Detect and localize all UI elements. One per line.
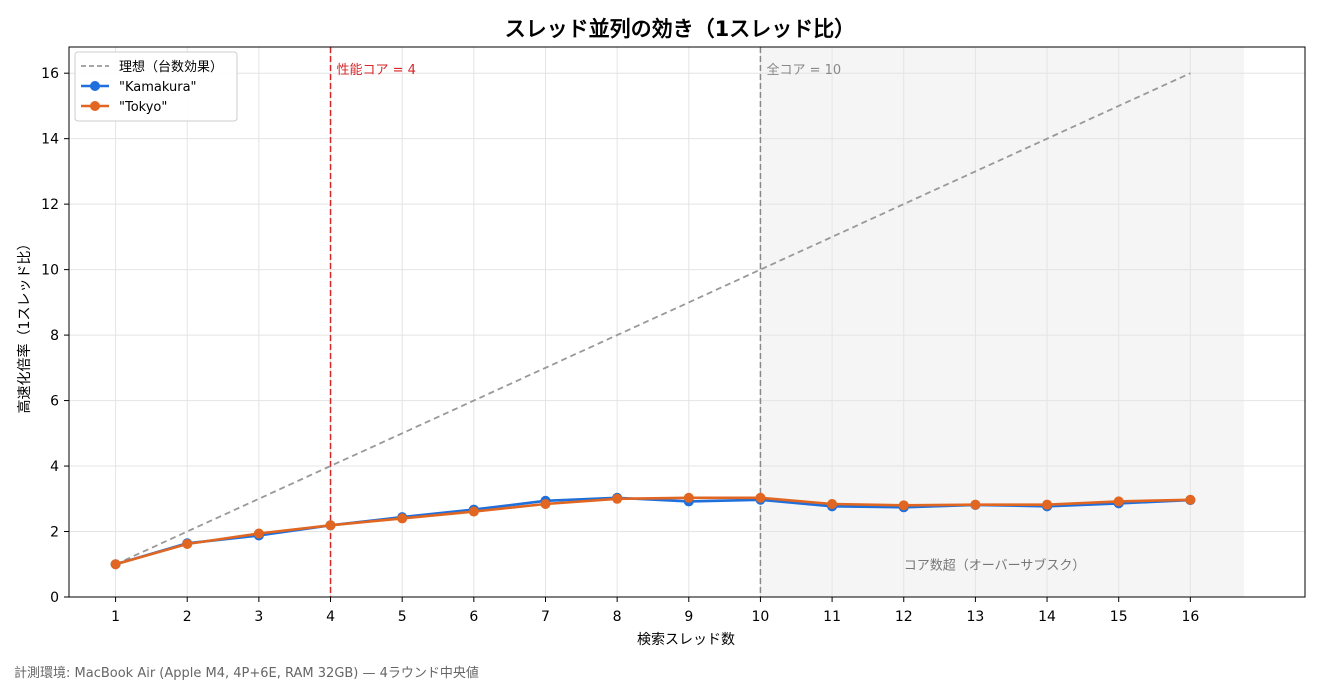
tokyo-point	[1113, 496, 1124, 507]
measurement-note: 計測環境: MacBook Air (Apple M4, 4P+6E, RAM …	[14, 666, 479, 681]
y-tick-label: 12	[41, 197, 59, 213]
tokyo-point	[468, 506, 479, 517]
tokyo-point	[612, 493, 623, 504]
tokyo-point	[970, 499, 981, 510]
tokyo-point	[827, 499, 838, 510]
x-axis-label: 検索スレッド数	[637, 631, 735, 648]
x-tick-label: 2	[183, 609, 192, 625]
speedup-chart: スレッド並列の効き（1スレッド比） 検索スレッド数 高速化倍率（1スレッド比） …	[16, 17, 1306, 648]
plot-frame	[68, 46, 1306, 598]
ideal-line	[115, 72, 1191, 566]
tokyo-point	[253, 528, 264, 539]
y-tick-label: 10	[41, 263, 59, 279]
tokyo-point	[1042, 499, 1053, 510]
x-tick-label: 13	[966, 609, 984, 625]
tokyo-legend-marker	[90, 101, 100, 111]
x-tick-label: 4	[326, 609, 335, 625]
legend-box	[74, 51, 238, 122]
chart-title: スレッド並列の効き（1スレッド比）	[505, 17, 856, 41]
y-tick-label: 16	[41, 66, 59, 82]
kamakura-legend-label: "Kamakura"	[119, 80, 197, 95]
tokyo-point	[898, 500, 909, 511]
legend: 理想（台数効果） "Kamakura" "Tokyo"	[74, 51, 238, 122]
y-tick-label: 2	[50, 525, 59, 541]
x-tick-label: 12	[895, 609, 913, 625]
kamakura-legend-marker	[90, 81, 100, 91]
tokyo-point	[755, 492, 766, 503]
oversubscription-label: コア数超（オーバーサブスク）	[904, 557, 1086, 573]
x-tick-label: 5	[398, 609, 407, 625]
x-tick-label: 7	[541, 609, 550, 625]
x-tick-label: 15	[1110, 609, 1128, 625]
y-tick-label: 4	[50, 459, 59, 475]
y-tick-label: 0	[50, 590, 59, 606]
x-tick-label: 3	[254, 609, 263, 625]
tokyo-point	[1185, 494, 1196, 505]
x-tick-label: 11	[823, 609, 841, 625]
x-tick-label: 6	[469, 609, 478, 625]
tokyo-line	[115, 496, 1191, 566]
x-tick-label: 16	[1181, 609, 1199, 625]
tokyo-point	[182, 538, 193, 549]
y-tick-label: 8	[50, 328, 59, 344]
x-tick-label: 1	[111, 609, 120, 625]
performance-core-label: 性能コア = 4	[337, 63, 416, 78]
tokyo-point	[110, 559, 121, 570]
x-tick-label: 14	[1038, 609, 1056, 625]
tokyo-point	[325, 520, 336, 531]
y-tick-label: 6	[50, 394, 59, 410]
tokyo-point	[683, 492, 694, 503]
tokyo-legend-label: "Tokyo"	[119, 100, 167, 115]
plot-area: コア数超（オーバーサブスク）性能コア = 4 全コア = 101 2 3 4 5 6 7 8 9 1…	[41, 46, 1306, 625]
ideal-legend-label: 理想（台数効果）	[119, 59, 223, 75]
x-tick-label: 10	[752, 609, 770, 625]
all-core-label: 全コア = 10	[766, 62, 841, 78]
y-axis-label: 高速化倍率（1スレッド比）	[16, 237, 33, 414]
tokyo-point	[397, 513, 408, 524]
oversubscription-region	[760, 47, 1245, 597]
y-tick-label: 14	[41, 132, 59, 148]
x-tick-label: 8	[613, 609, 622, 625]
tokyo-point	[540, 499, 551, 510]
x-tick-label: 9	[684, 609, 693, 625]
